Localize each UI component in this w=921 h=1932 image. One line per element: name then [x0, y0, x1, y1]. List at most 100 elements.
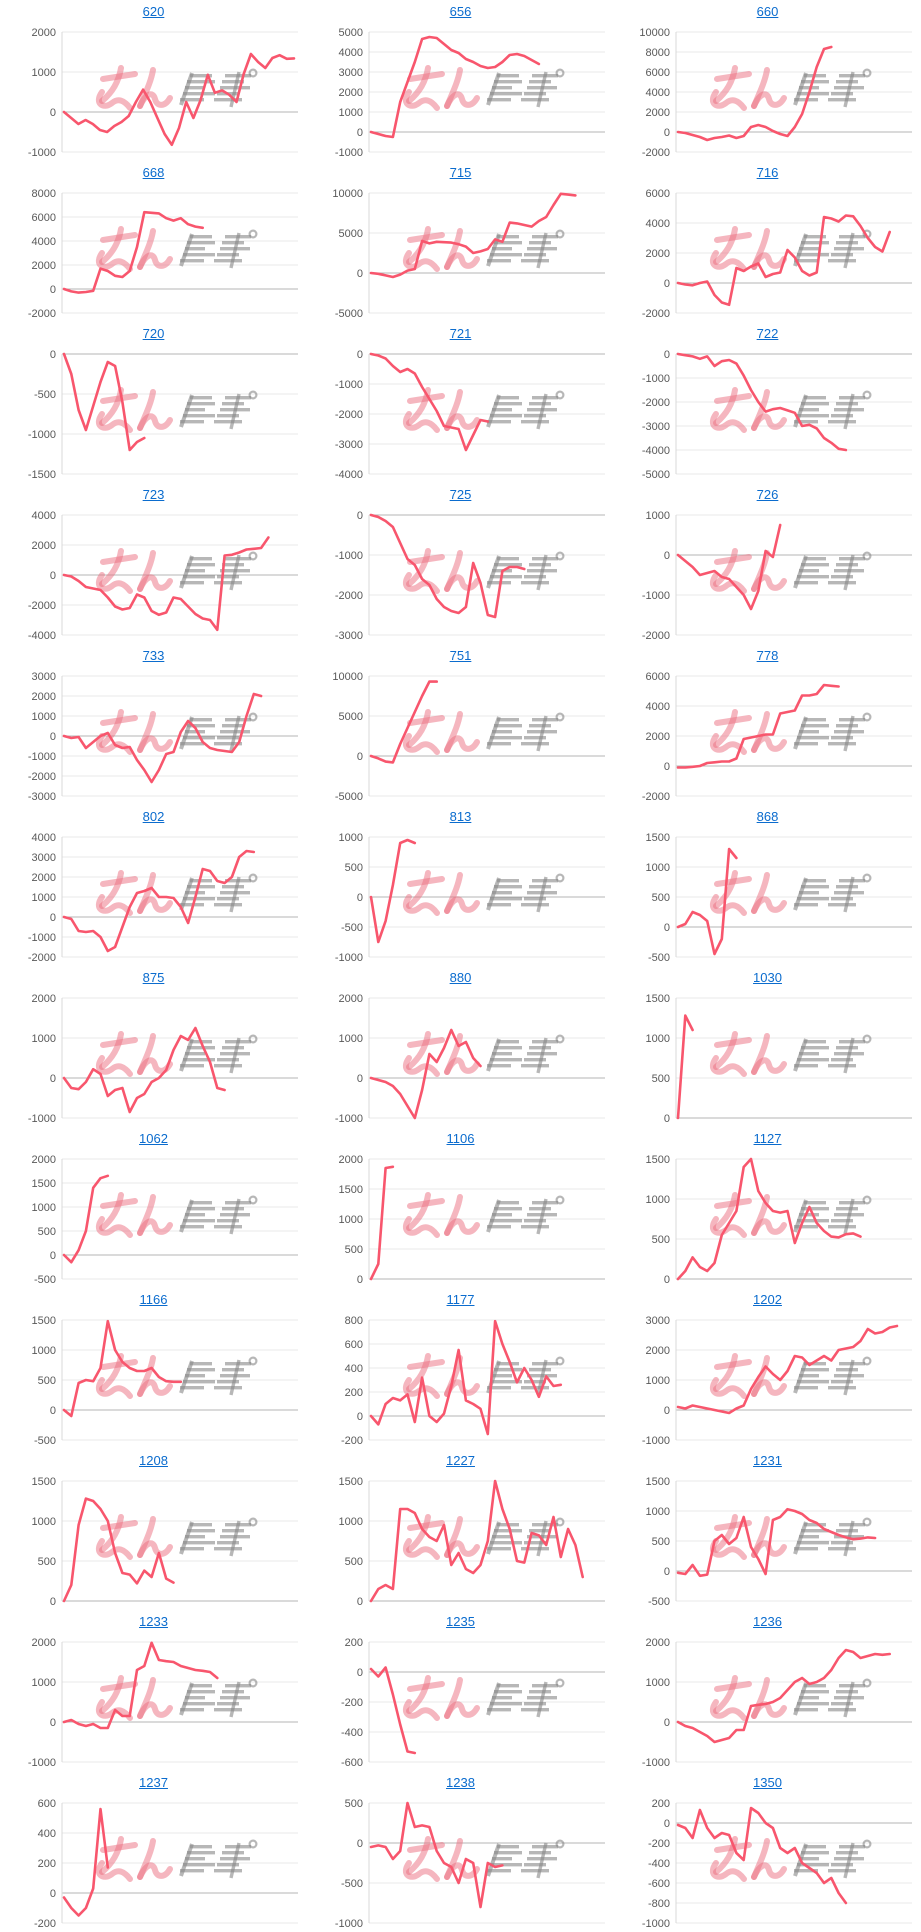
- y-tick-label: -200: [341, 1697, 363, 1709]
- line-chart: 1500 1000 500 0: [32, 1476, 298, 1608]
- y-tick-label: 500: [38, 1375, 56, 1387]
- series-line: [369, 352, 490, 452]
- chart-title-link[interactable]: 668: [142, 165, 165, 180]
- line-chart: 2000 1500 1000 500 0: [339, 1154, 605, 1286]
- y-tick-label: -600: [648, 1878, 670, 1890]
- chart-title-link[interactable]: 802: [142, 809, 165, 824]
- y-tick-label: 1000: [339, 1516, 363, 1528]
- y-tick-label: 3000: [339, 67, 363, 79]
- chart-title-link[interactable]: 1238: [446, 1775, 475, 1790]
- line-chart: 600 400 200 0 -200: [34, 1798, 298, 1930]
- chart-title-link[interactable]: 1166: [139, 1292, 168, 1307]
- y-tick-label: 0: [664, 349, 670, 361]
- y-tick-label: -2000: [642, 397, 670, 409]
- line-chart: 8000 6000 4000 2000 0 -2000: [28, 188, 298, 320]
- y-tick-label: -1000: [642, 1757, 670, 1769]
- chart-title-row: 1062: [0, 1127, 307, 1149]
- y-tick-label: 1000: [339, 107, 363, 119]
- y-tick-label: 400: [38, 1828, 56, 1840]
- y-tick-label: 1000: [646, 1375, 670, 1387]
- line-chart: 0 -1000 -2000 -3000 -4000 -5000: [642, 349, 912, 481]
- chart-title-link[interactable]: 880: [449, 970, 472, 985]
- chart-title-link[interactable]: 656: [449, 4, 472, 19]
- chart-title-link[interactable]: 1202: [753, 1292, 782, 1307]
- chart-title-link[interactable]: 725: [449, 487, 472, 502]
- y-tick-label: 1000: [32, 67, 56, 79]
- y-tick-label: 1500: [646, 1476, 670, 1488]
- y-tick-label: 0: [357, 510, 363, 522]
- series-line: [676, 214, 892, 307]
- chart-cell: 716 6000 4000 2000 0 -2000: [614, 161, 921, 322]
- y-tick-label: 1500: [32, 1315, 56, 1327]
- series-line: [62, 1497, 175, 1603]
- chart-title-link[interactable]: 1350: [753, 1775, 782, 1790]
- chart-title-link[interactable]: 1236: [753, 1614, 782, 1629]
- y-tick-label: -500: [34, 1274, 56, 1286]
- y-tick-label: 1000: [32, 1516, 56, 1528]
- y-tick-label: -2000: [642, 308, 670, 320]
- chart-title-link[interactable]: 726: [756, 487, 779, 502]
- y-tick-label: -5000: [642, 469, 670, 481]
- line-chart: 0 -500 -1000 -1500: [28, 349, 298, 481]
- chart-title-link[interactable]: 1235: [446, 1614, 475, 1629]
- chart-title-link[interactable]: 868: [756, 809, 779, 824]
- line-chart: 800 600 400 200 0 -200: [341, 1315, 605, 1447]
- y-tick-label: -5000: [335, 791, 363, 803]
- y-tick-label: 500: [345, 862, 363, 874]
- y-tick-label: 1000: [339, 1214, 363, 1226]
- chart-title-link[interactable]: 715: [449, 165, 472, 180]
- chart-title-link[interactable]: 1233: [139, 1614, 168, 1629]
- chart-title-link[interactable]: 1231: [753, 1453, 782, 1468]
- series-line: [62, 849, 256, 953]
- chart-title-row: 1166: [0, 1288, 307, 1310]
- y-tick-label: -1000: [335, 1113, 363, 1125]
- y-tick-label: 2000: [32, 872, 56, 884]
- chart-title-link[interactable]: 1227: [446, 1453, 475, 1468]
- y-tick-label: 0: [50, 1596, 56, 1608]
- y-tick-label: -1000: [28, 147, 56, 159]
- chart-title-link[interactable]: 723: [142, 487, 165, 502]
- chart-title-link[interactable]: 875: [142, 970, 165, 985]
- chart-title-link[interactable]: 716: [756, 165, 779, 180]
- chart-title-row: 668: [0, 161, 307, 183]
- series-line: [62, 52, 296, 147]
- y-tick-label: 0: [664, 761, 670, 773]
- y-tick-label: -200: [341, 1435, 363, 1447]
- y-tick-label: 1500: [646, 993, 670, 1005]
- chart-title-link[interactable]: 813: [449, 809, 472, 824]
- y-tick-label: 2000: [32, 1154, 56, 1166]
- series-line: [369, 1028, 482, 1120]
- chart-cell: 715 10000 5000 0 -5000: [307, 161, 614, 322]
- y-tick-label: 200: [38, 1858, 56, 1870]
- chart-cell: 778 6000 4000 2000 0 -2000: [614, 644, 921, 805]
- y-tick-label: 4000: [32, 510, 56, 522]
- line-chart: 2000 1000 0 -1000: [335, 993, 605, 1125]
- chart-title-link[interactable]: 1127: [753, 1131, 782, 1146]
- minrepo-watermark: [95, 65, 258, 111]
- y-tick-label: 1500: [646, 1154, 670, 1166]
- chart-title-link[interactable]: 1062: [139, 1131, 168, 1146]
- chart-title-link[interactable]: 660: [756, 4, 779, 19]
- chart-title-link[interactable]: 1030: [753, 970, 782, 985]
- chart-title-link[interactable]: 722: [756, 326, 779, 341]
- chart-title-row: 1030: [614, 966, 921, 988]
- chart-title-link[interactable]: 720: [142, 326, 165, 341]
- chart-title-link[interactable]: 1237: [139, 1775, 168, 1790]
- y-tick-label: -1000: [335, 952, 363, 964]
- chart-title-link[interactable]: 1106: [446, 1131, 475, 1146]
- chart-title-link[interactable]: 733: [142, 648, 165, 663]
- y-tick-label: -500: [341, 1878, 363, 1890]
- line-chart: 10000 5000 0 -5000: [332, 671, 605, 803]
- line-chart: 3000 2000 1000 0 -1000: [642, 1315, 912, 1447]
- y-tick-label: 4000: [646, 218, 670, 230]
- chart-title-link[interactable]: 721: [449, 326, 472, 341]
- chart-title-link[interactable]: 620: [142, 4, 165, 19]
- chart-title-link[interactable]: 1177: [446, 1292, 475, 1307]
- y-tick-label: 0: [357, 268, 363, 280]
- y-tick-label: 1500: [32, 1178, 56, 1190]
- chart-title-link[interactable]: 1208: [139, 1453, 168, 1468]
- chart-title-link[interactable]: 778: [756, 648, 779, 663]
- y-tick-label: 0: [50, 284, 56, 296]
- y-tick-label: 500: [652, 892, 670, 904]
- chart-title-link[interactable]: 751: [449, 648, 472, 663]
